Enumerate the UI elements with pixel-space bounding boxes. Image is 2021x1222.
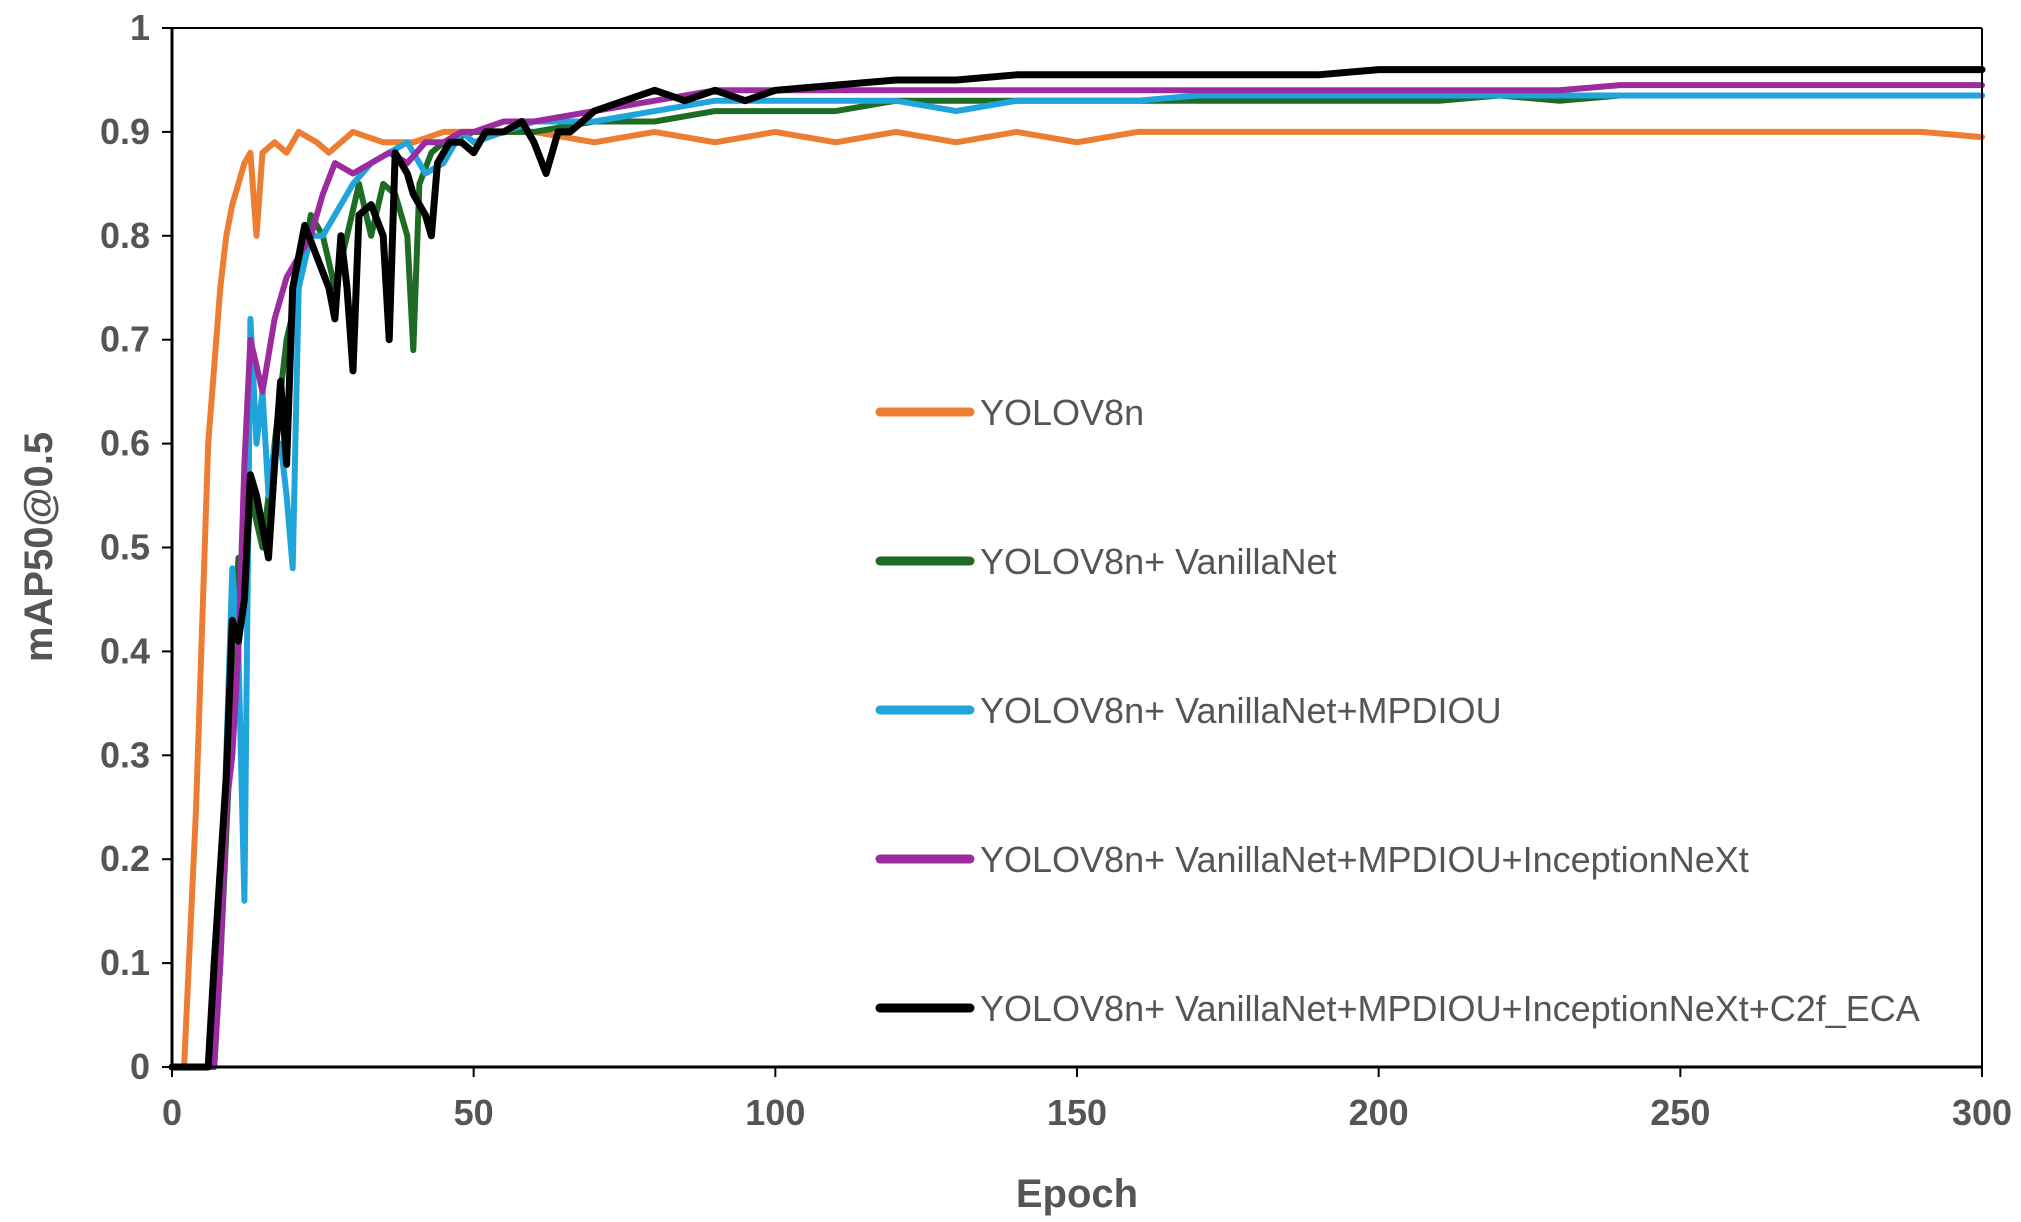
x-tick-label: 150	[1047, 1092, 1107, 1133]
y-tick-label: 0.8	[100, 215, 150, 256]
legend-label: YOLOV8n+ VanillaNet+MPDIOU+InceptionNeXt	[980, 839, 1749, 880]
x-tick-label: 0	[162, 1092, 182, 1133]
y-tick-label: 0	[130, 1046, 150, 1087]
legend-label: YOLOV8n+ VanillaNet+MPDIOU+InceptionNeXt…	[980, 988, 1920, 1029]
y-tick-label: 0.3	[100, 734, 150, 775]
legend: YOLOV8n YOLOV8n+ VanillaNet YOLOV8n+ Vanil…	[875, 392, 1920, 1029]
y-tick-label: 0.1	[100, 942, 150, 983]
y-tick-label: 0.2	[100, 838, 150, 879]
series-layer	[168, 66, 1986, 1071]
y-tick-label: 0.7	[100, 319, 150, 360]
legend-label: YOLOV8n	[980, 392, 1144, 433]
y-axis-title: mAP50@0.5	[17, 432, 61, 662]
x-tick-label: 50	[454, 1092, 494, 1133]
y-tick-label: 0.5	[100, 527, 150, 568]
y-tick-label: 0.6	[100, 423, 150, 464]
x-tick-label: 200	[1349, 1092, 1409, 1133]
series-line-1	[169, 128, 1985, 1070]
series-line-3	[169, 92, 1985, 1070]
y-tick-label: 0.4	[100, 630, 150, 671]
series-line-4	[169, 82, 1985, 1070]
ticks-layer: 0 50 100 150 200 250 300 0 0.1 0.2 0.3 0.4 0.5 0.6 0.7…	[100, 7, 2012, 1133]
y-tick-label: 0.9	[100, 111, 150, 152]
x-axis-title: Epoch	[1016, 1172, 1138, 1216]
x-tick-label: 300	[1952, 1092, 2012, 1133]
x-tick-label: 100	[745, 1092, 805, 1133]
legend-label: YOLOV8n+ VanillaNet	[980, 541, 1337, 582]
legend-label: YOLOV8n+ VanillaNet+MPDIOU	[980, 690, 1502, 731]
series-line-5	[168, 66, 1986, 1071]
y-tick-label: 1	[130, 7, 150, 48]
x-tick-label: 250	[1650, 1092, 1710, 1133]
